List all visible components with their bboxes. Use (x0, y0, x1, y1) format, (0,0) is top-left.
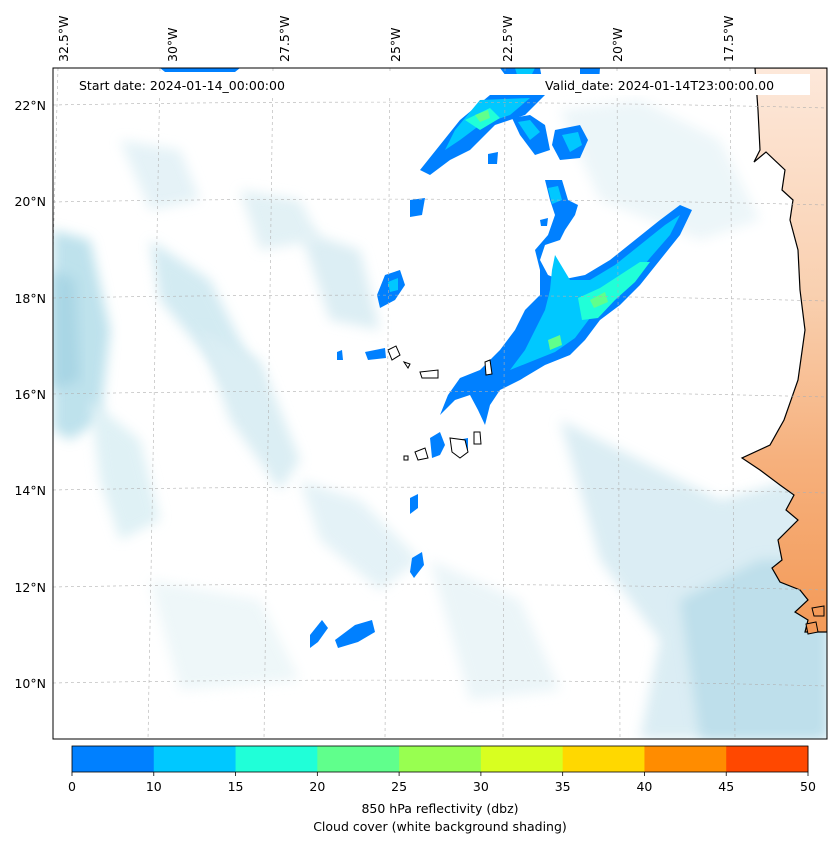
colorbar-label-line1: 850 hPa reflectivity (dbz) (361, 801, 518, 816)
colorbar-segment (399, 746, 482, 772)
lat-label-10n: 10°N (14, 676, 46, 691)
valid-date-box (540, 74, 810, 95)
colorbar-segment (72, 746, 155, 772)
colorbar-tick-label: 45 (718, 779, 734, 794)
lat-label-14n: 14°N (14, 483, 46, 498)
longitude-labels: 32.5°W 30°W 27.5°W 25°W 22.5°W 20°W 17.5… (56, 16, 736, 62)
colorbar-tick-label: 25 (391, 779, 407, 794)
colorbar-segment (562, 746, 645, 772)
valid-date-label: Valid_date: 2024-01-14T23:00:00.00 (545, 78, 774, 93)
africa-land (740, 68, 827, 633)
colorbar-segment (644, 746, 727, 772)
colorbar-tick-label: 15 (228, 779, 244, 794)
lat-label-16n: 16°N (14, 387, 46, 402)
lon-label-17-5w: 17.5°W (721, 16, 736, 62)
colorbar-segment (153, 746, 237, 772)
lat-label-12n: 12°N (14, 580, 46, 595)
colorbar-segment (726, 746, 809, 772)
lon-label-30w: 30°W (165, 27, 180, 62)
lat-label-22n: 22°N (14, 98, 46, 113)
colorbar-label-line2: Cloud cover (white background shading) (313, 819, 567, 834)
lon-label-32-5w: 32.5°W (56, 16, 71, 62)
colorbar-tick-label: 50 (800, 779, 816, 794)
lat-label-18n: 18°N (14, 291, 46, 306)
cape-verde-islands (387, 345, 825, 635)
lon-label-22-5w: 22.5°W (500, 16, 515, 62)
lon-label-27-5w: 27.5°W (277, 16, 292, 62)
colorbar-tick-label: 10 (146, 779, 162, 794)
colorbar-tick-label: 30 (473, 779, 489, 794)
colorbar (72, 746, 809, 772)
lat-label-20n: 20°N (14, 194, 46, 209)
lon-label-25w: 25°W (388, 27, 403, 62)
colorbar-tick-label: 20 (309, 779, 325, 794)
map-area (53, 68, 827, 739)
colorbar-segment (235, 746, 318, 772)
latitude-labels: 22°N 20°N 18°N 16°N 14°N 12°N 10°N (14, 98, 46, 691)
colorbar-tick-label: 0 (68, 779, 76, 794)
colorbar-tick-label: 35 (555, 779, 571, 794)
start-date-label: Start date: 2024-01-14_00:00:00 (79, 78, 285, 93)
colorbar-segment (480, 746, 564, 772)
cloud-cover-shading (53, 100, 827, 739)
colorbar-ticks: 0 10 15 20 25 30 35 40 45 50 (68, 772, 816, 794)
lon-label-20w: 20°W (610, 27, 625, 62)
colorbar-tick-label: 40 (636, 779, 652, 794)
colorbar-frame (71, 745, 809, 773)
colorbar-segment (317, 746, 400, 772)
map-frame (52, 67, 828, 740)
graticule (53, 68, 827, 739)
start-date-box (70, 74, 540, 95)
